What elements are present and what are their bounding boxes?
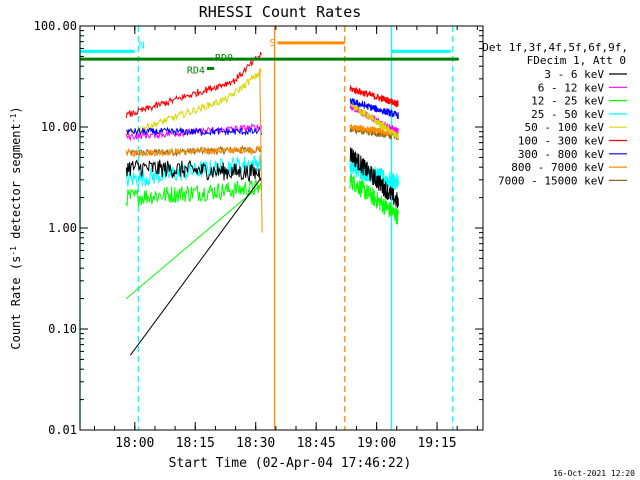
legend-entry-label: 50 - 100 keV — [525, 121, 605, 134]
series-trace — [125, 51, 262, 119]
legend-entry-label: 800 - 7000 keV — [511, 161, 604, 174]
series-trace — [125, 69, 262, 137]
legend-entry-label: 25 - 50 keV — [531, 108, 604, 121]
y-tick-label: 1.00 — [48, 221, 77, 235]
timestamp: 16-Oct-2021 12:20 — [553, 469, 635, 478]
series-trace — [125, 178, 263, 299]
axes: 0.01 0.10 1.00 10.00 100.00 18:00 18:15 18:30 18… — [34, 19, 483, 451]
series-group — [125, 51, 399, 356]
annotation-label: S — [269, 38, 275, 49]
legend-header-line-2: FDecim 1, Att 0 — [527, 54, 626, 67]
y-tick-label: 0.01 — [48, 423, 77, 437]
series-trace — [126, 126, 262, 137]
series-trace — [349, 105, 399, 135]
series-trace — [349, 102, 399, 140]
legend-entry-label: 300 - 800 keV — [518, 148, 604, 161]
legend-entry-label: 7000 - 15000 keV — [498, 174, 604, 187]
x-tick-label: 18:45 — [297, 436, 336, 451]
series-trace — [349, 147, 399, 208]
annotation-bars: N S RD0 RD4 — [80, 38, 459, 76]
x-tick-label: 19:00 — [357, 436, 396, 451]
annotation-label: RD0 — [215, 53, 233, 64]
plot-area: N S RD0 RD4 — [79, 26, 459, 430]
series-trace — [125, 144, 262, 158]
legend: Det 1f,3f,4f,5f,6f,9f, FDecim 1, Att 0 3… — [482, 41, 628, 187]
x-tick-label: 18:15 — [176, 436, 215, 451]
annotation-label: RD4 — [187, 65, 205, 76]
legend-entry-label: 3 - 6 keV — [544, 68, 604, 81]
y-tick-label: 10.00 — [41, 120, 77, 134]
series-trace — [349, 173, 399, 225]
y-tick-label: 100.00 — [34, 19, 77, 33]
y-axis-label: Count Rate (s-1 detector segment-1) — [9, 106, 24, 349]
legend-entry-label: 12 - 25 keV — [531, 95, 604, 108]
series-trace — [349, 85, 399, 108]
legend-header-line-1: Det 1f,3f,4f,5f,6f,9f, — [482, 41, 628, 54]
x-tick-label: 19:15 — [417, 436, 456, 451]
series-spike — [259, 68, 263, 233]
x-axis-label: Start Time (02-Apr-04 17:46:22) — [169, 456, 412, 471]
legend-entry-label: 100 - 300 keV — [518, 135, 604, 148]
legend-entry-label: 6 - 12 keV — [538, 81, 605, 94]
y-tick-label: 0.10 — [48, 322, 77, 336]
x-tick-label: 18:30 — [236, 436, 275, 451]
annotation-label: N — [139, 40, 145, 51]
series-trace — [125, 159, 262, 356]
series-trace — [349, 97, 399, 119]
chart-title: RHESSI Count Rates — [199, 3, 362, 21]
x-tick-label: 18:00 — [115, 436, 154, 451]
